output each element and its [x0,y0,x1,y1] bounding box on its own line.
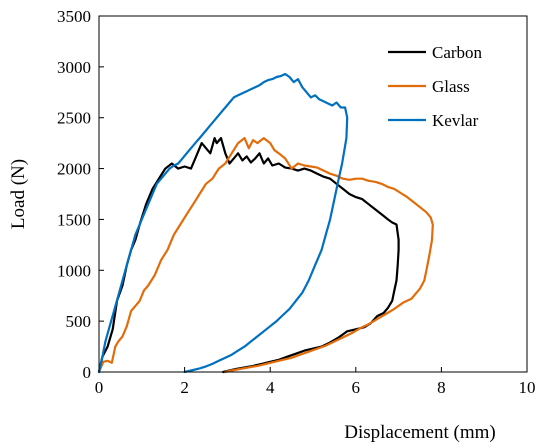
y-tick-label: 1000 [57,261,91,280]
legend: Carbon Glass Kevlar [388,43,483,130]
y-tick-label: 3500 [57,7,91,26]
y-tick-label: 2500 [57,109,91,128]
y-tick-label: 1500 [57,210,91,229]
series-line-carbon [97,137,400,374]
plot-area [97,15,528,374]
legend-label-glass: Glass [432,77,470,96]
x-tick-label: 10 [519,378,536,397]
x-tick-label: 2 [180,378,189,397]
y-tick-label: 0 [83,363,92,382]
x-tick-label: 8 [437,378,446,397]
series-line-kevlar [97,72,349,374]
y-tick-label: 500 [66,312,92,331]
legend-label-carbon: Carbon [432,43,483,62]
x-tick-label: 6 [352,378,361,397]
series-layer [97,72,434,374]
series-line-glass [97,137,434,374]
y-tick-label: 2000 [57,160,91,179]
legend-label-kevlar: Kevlar [432,111,479,130]
y-axis-title: Load (N) [8,159,29,229]
x-axis-title: Displacement (mm) [344,422,495,443]
y-axis: 0 500 1000 1500 2000 2500 3000 3500 [57,7,104,382]
x-axis: 0 2 4 6 8 10 [95,367,536,397]
y-tick-label: 3000 [57,58,91,77]
plot-frame [98,15,528,373]
x-tick-label: 4 [266,378,275,397]
x-tick-label: 0 [95,378,104,397]
